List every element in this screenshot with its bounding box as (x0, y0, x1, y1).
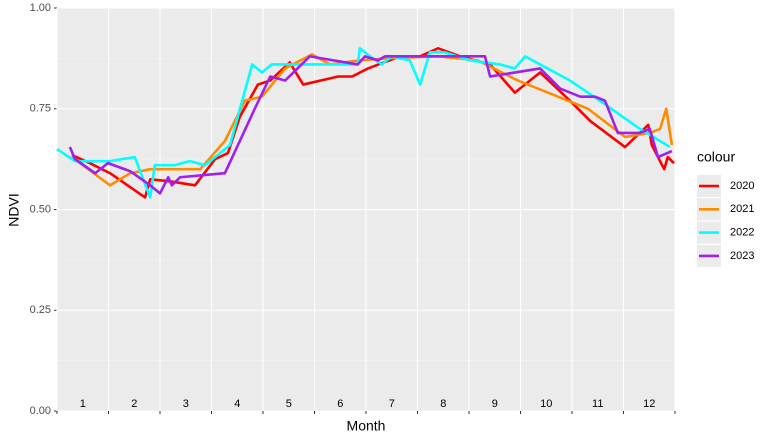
series-line (68, 55, 673, 195)
month-label: 9 (492, 398, 498, 410)
legend-label: 2021 (730, 203, 754, 215)
legend-label: 2020 (730, 180, 754, 192)
y-tick-label: 0.50 (30, 203, 51, 215)
y-tick-label: 0.00 (30, 405, 51, 417)
month-label: 6 (337, 398, 343, 410)
month-label: 5 (286, 398, 292, 410)
month-label: 8 (440, 398, 446, 410)
legend-label: 2022 (730, 227, 754, 239)
month-label: 12 (643, 398, 655, 410)
month-label: 7 (389, 398, 395, 410)
y-tick-label: 0.75 (30, 103, 51, 115)
y-tick-label: 0.25 (30, 304, 51, 316)
month-label: 10 (540, 398, 552, 410)
legend-title: colour (697, 149, 735, 165)
month-label: 4 (234, 398, 240, 410)
month-label: 2 (131, 398, 137, 410)
month-label: 1 (80, 398, 86, 410)
legend-label: 2023 (730, 250, 754, 262)
y-axis-title: NDVI (6, 193, 22, 226)
month-label: 11 (592, 398, 603, 410)
series-line (56, 46, 671, 199)
y-tick-label: 1.00 (30, 2, 51, 14)
x-axis-title: Month (347, 418, 386, 434)
month-label: 3 (183, 398, 189, 410)
